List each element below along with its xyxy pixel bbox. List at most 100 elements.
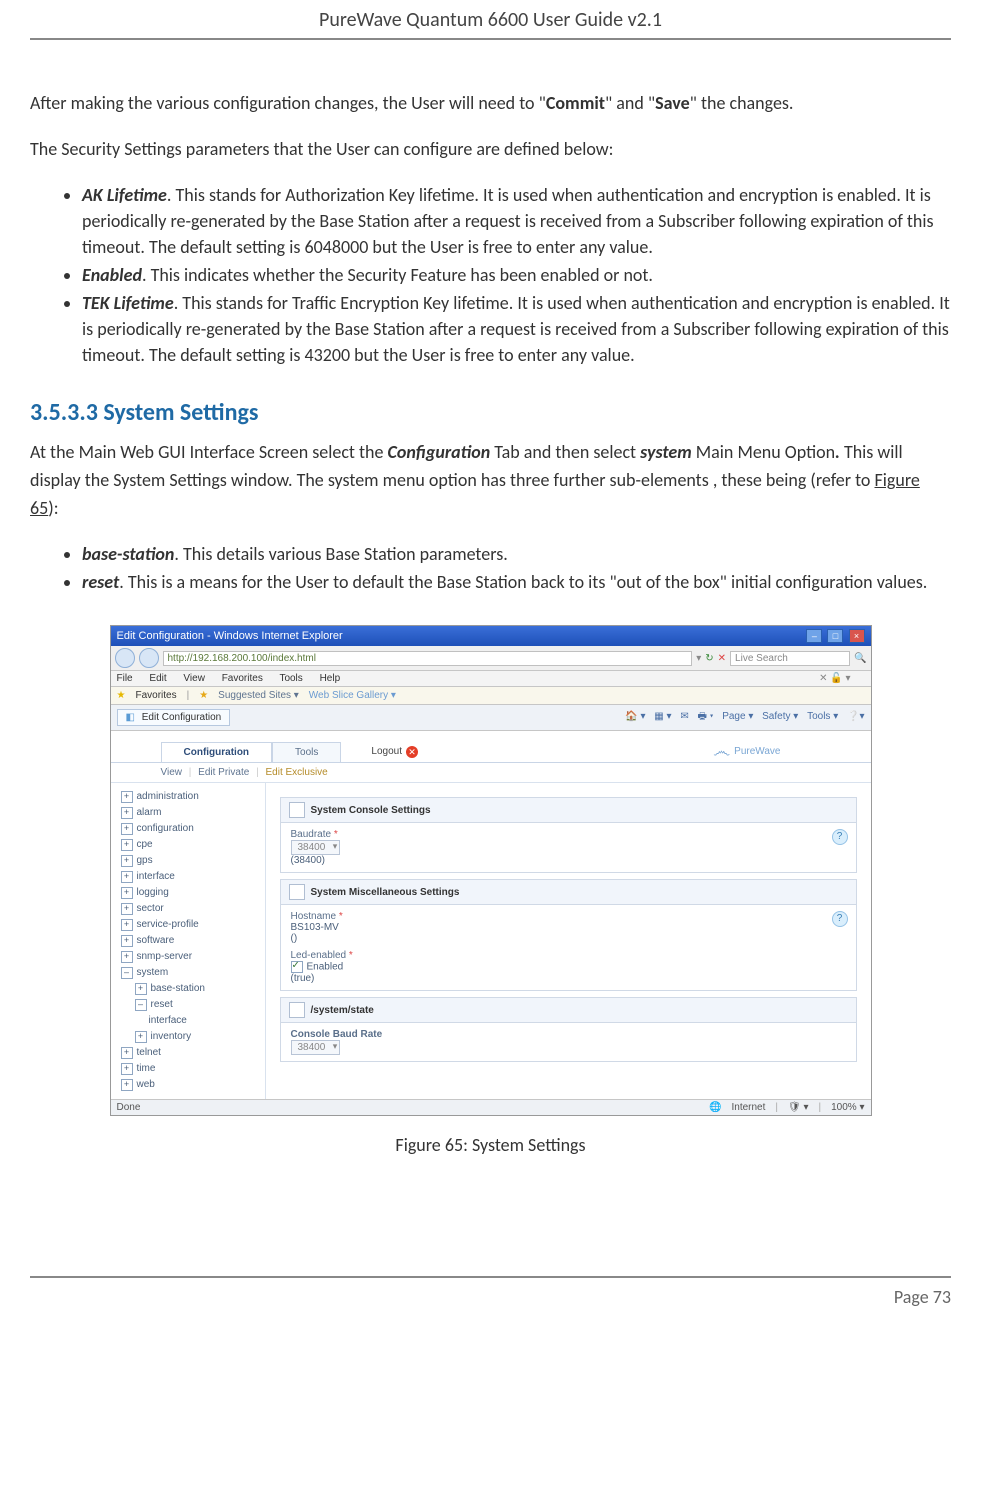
baudrate-select[interactable]: 38400 [291, 840, 341, 855]
system-word: system [640, 441, 692, 463]
tree-item-reset[interactable]: –reset [121, 997, 261, 1013]
text: . This details various Base Station para… [174, 543, 507, 565]
ie-menu-bar: File Edit View Favorites Tools Help ✕ 🔓 … [111, 671, 871, 687]
tree-item-interface-child[interactable]: interface [121, 1013, 261, 1029]
suggested-sites-link[interactable]: Suggested Sites ▾ [218, 690, 299, 701]
tree-item-base-station[interactable]: +base-station [121, 981, 261, 997]
baudrate-current: (38400) [291, 855, 846, 866]
mail-icon[interactable]: ✉ [680, 711, 688, 722]
page-menu[interactable]: Page ▾ [722, 711, 753, 722]
logout-link[interactable]: Logout ✕ [371, 746, 418, 758]
list-item: TEK Lifetime. This stands for Traffic En… [82, 290, 951, 368]
tree-item-web[interactable]: +web [121, 1077, 261, 1093]
tree-item-telnet[interactable]: +telnet [121, 1045, 261, 1061]
menu-edit[interactable]: Edit [149, 673, 166, 684]
favorites-star-icon[interactable]: ★ [117, 690, 126, 701]
menu-favorites[interactable]: Favorites [222, 673, 263, 684]
console-baud-rate-select[interactable]: 38400 [291, 1040, 341, 1055]
console-baud-rate-label: Console Baud Rate [291, 1029, 846, 1040]
brand-text: PureWave [734, 746, 780, 757]
close-button[interactable]: × [849, 629, 865, 643]
menu-tools[interactable]: Tools [279, 673, 302, 684]
tree-item-configuration[interactable]: +configuration [121, 821, 261, 837]
print-icon[interactable]: 🖶 ▾ [698, 711, 714, 722]
tree-item-software[interactable]: +software [121, 933, 261, 949]
collapse-icon [289, 1002, 305, 1018]
url-field[interactable]: http://192.168.200.100/index.html [163, 651, 693, 666]
menu-view[interactable]: View [183, 673, 205, 684]
view-mode-bar: View | Edit Private | Edit Exclusive [111, 763, 871, 783]
search-icon[interactable]: 🔍 [854, 653, 866, 664]
tree-item-gps[interactable]: +gps [121, 853, 261, 869]
text: Tab and then select [490, 441, 640, 463]
reset-label: reset [82, 571, 119, 593]
edit-private-link[interactable]: Edit Private [198, 767, 249, 778]
view-link[interactable]: View [161, 767, 183, 778]
footer-rule [30, 1276, 951, 1278]
ie-command-bar: 🏠 ▾ ▦ ▾ ✉ 🖶 ▾ Page ▾ Safety ▾ Tools ▾ ❔▾ [619, 709, 864, 726]
save-word: Save [655, 92, 690, 114]
browser-tab[interactable]: ◧ Edit Configuration [117, 709, 231, 726]
help-icon[interactable]: ? [832, 911, 848, 927]
menu-help[interactable]: Help [320, 673, 341, 684]
page-number: Page 73 [30, 1286, 951, 1318]
tree-item-interface[interactable]: +interface [121, 869, 261, 885]
tree-item-system[interactable]: –system [121, 965, 261, 981]
back-button[interactable] [115, 648, 135, 668]
text: At the Main Web GUI Interface Screen sel… [30, 441, 388, 463]
system-subelements-list: base-station. This details various Base … [30, 541, 951, 595]
tree-item-cpe[interactable]: +cpe [121, 837, 261, 853]
tree-item-logging[interactable]: +logging [121, 885, 261, 901]
status-done: Done [117, 1102, 141, 1113]
tree-item-alarm[interactable]: +alarm [121, 805, 261, 821]
led-enabled-label: Led-enabled * [291, 950, 846, 961]
panel-body-misc: ? Hostname * BS103-MV () Led-enabled * E… [280, 905, 857, 991]
logout-icon: ✕ [406, 746, 418, 758]
ie-status-bar: Done 🌐 Internet | 🛡 ▾ | 100% ▾ [111, 1099, 871, 1115]
maximize-button[interactable]: □ [827, 629, 843, 643]
favorites-label[interactable]: Favorites [135, 690, 176, 701]
minimize-button[interactable]: – [806, 629, 822, 643]
text: After making the various configuration c… [30, 92, 546, 114]
tree-item-snmp-server[interactable]: +snmp-server [121, 949, 261, 965]
security-params-list: AK Lifetime. This stands for Authorizati… [30, 182, 951, 369]
baudrate-label: Baudrate * [291, 829, 846, 840]
header-rule [30, 38, 951, 40]
tree-item-administration[interactable]: +administration [121, 789, 261, 805]
home-icon[interactable]: 🏠 ▾ [625, 711, 645, 722]
ie-tab-bar: ◧ Edit Configuration 🏠 ▾ ▦ ▾ ✉ 🖶 ▾ Page … [111, 705, 871, 731]
tree-item-inventory[interactable]: +inventory [121, 1029, 261, 1045]
text: . This indicates whether the Security Fe… [142, 264, 653, 286]
forward-button[interactable] [139, 648, 159, 668]
safety-menu[interactable]: Safety ▾ [762, 711, 798, 722]
tree-item-service-profile[interactable]: +service-profile [121, 917, 261, 933]
search-field[interactable]: Live Search [730, 651, 850, 666]
tab-label: Edit Configuration [142, 712, 222, 723]
app-content: Configuration Tools Logout ✕ ෴ PureWave … [111, 731, 871, 1099]
help-icon[interactable]: ❔▾ [847, 711, 864, 722]
web-slice-link[interactable]: Web Slice Gallery ▾ [309, 690, 396, 701]
edit-exclusive-link[interactable]: Edit Exclusive [265, 767, 327, 778]
status-zone: Internet [731, 1102, 765, 1113]
panel-header-state[interactable]: /system/state [280, 997, 857, 1023]
checkbox-icon[interactable] [291, 961, 303, 973]
tab-configuration[interactable]: Configuration [161, 742, 273, 762]
logout-label: Logout [371, 746, 402, 757]
menu-file[interactable]: File [117, 673, 133, 684]
base-station-label: base-station [82, 543, 174, 565]
tools-menu[interactable]: Tools ▾ [807, 711, 838, 722]
panel-title: /system/state [311, 1005, 374, 1016]
figure-caption: Figure 65: System Settings [30, 1134, 951, 1156]
panel-header-misc[interactable]: System Miscellaneous Settings [280, 879, 857, 905]
panel-title: System Console Settings [311, 805, 431, 816]
tree-item-time[interactable]: +time [121, 1061, 261, 1077]
feeds-icon[interactable]: ▦ ▾ [654, 711, 671, 722]
tab-tools[interactable]: Tools [272, 742, 341, 762]
tree-item-sector[interactable]: +sector [121, 901, 261, 917]
text: ): [48, 497, 58, 519]
configuration-word: Configuration [388, 441, 491, 463]
text: . This stands for Traffic Encryption Key… [82, 292, 950, 366]
zoom-level[interactable]: 100% ▾ [831, 1102, 864, 1113]
panel-header-console[interactable]: System Console Settings [280, 797, 857, 823]
help-icon[interactable]: ? [832, 829, 848, 845]
